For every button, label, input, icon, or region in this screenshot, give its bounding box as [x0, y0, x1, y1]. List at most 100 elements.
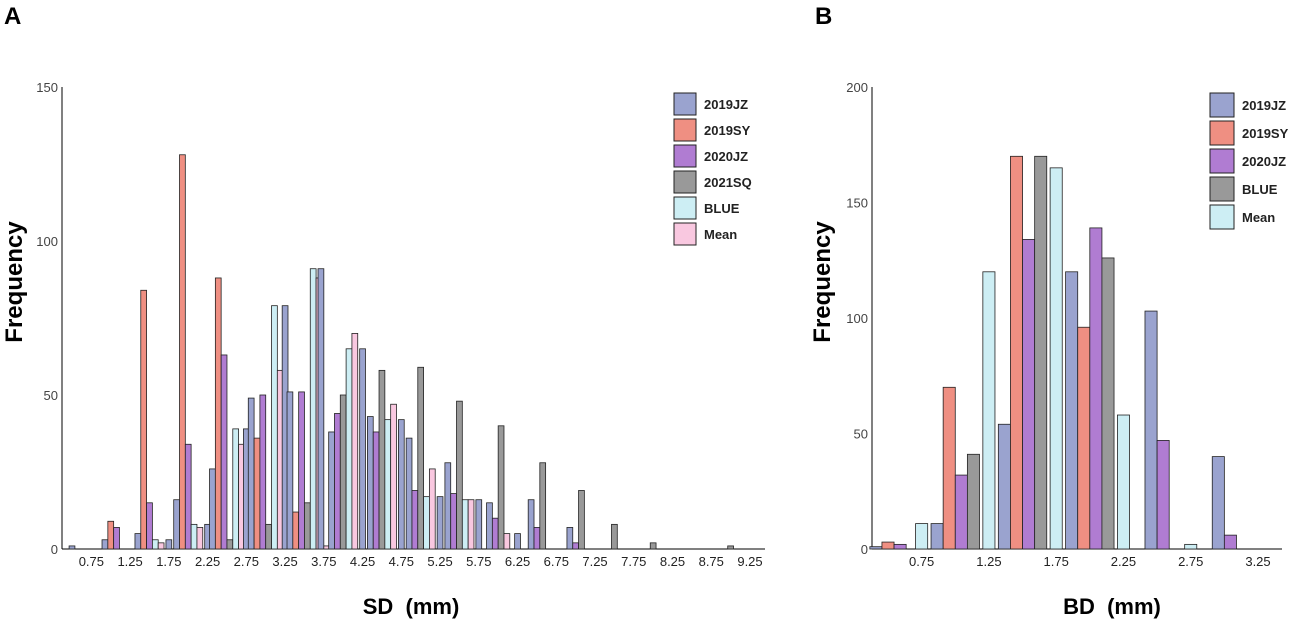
panel-a-y-axis-title: Frequency	[1, 221, 28, 343]
panel-a-bar-2021sq	[649, 542, 657, 550]
panel-b-bar-mean	[1117, 414, 1130, 550]
panel-a-bar-2021sq	[304, 502, 311, 550]
panel-a-bar-2019jz	[68, 545, 76, 550]
panel-a-bar-2019sy	[179, 154, 186, 550]
panel-a-bar-2019jz	[405, 437, 413, 550]
panel-a: A Frequency SD (mm) 0 50 100 150 0.75 1.25 1.…	[1, 3, 765, 619]
panel-a-bar-2019jz	[475, 499, 483, 550]
panel-a-x-tick-label: 6.75	[544, 554, 569, 569]
panel-b-bar-2019jz	[1144, 310, 1158, 550]
panel-b-bar-2019jz	[997, 423, 1011, 550]
panel-a-bar-2020jz	[334, 413, 341, 550]
panel-a-bar-2021sq	[727, 545, 734, 550]
panel-a-bar-2020jz	[491, 517, 499, 550]
panel-a-x-tick-label: 5.25	[427, 554, 452, 569]
panel-a-bar-2021sq	[611, 523, 618, 550]
panel-b-x-tick-label: 1.25	[976, 554, 1001, 569]
panel-b-legend-swatch	[1209, 176, 1235, 202]
panel-a-legend-label: BLUE	[704, 201, 740, 216]
panel-b-legend: 2019JZ 2019SY 2020JZ BLUE Mean	[1209, 92, 1289, 230]
panel-b: B Frequency BD (mm) 0 50 100 150 200 0.75 1.2…	[809, 3, 1289, 619]
panel-a-legend-swatch	[673, 118, 697, 142]
panel-b-bar-mean	[982, 271, 996, 550]
panel-a-x-tick-label: 3.25	[272, 554, 297, 569]
panel-b-bar-2019jz	[1065, 271, 1079, 550]
panel-b-bar-2019jz	[1211, 456, 1225, 550]
panel-a-bar-2019jz	[173, 499, 180, 550]
panel-a-bar-blue	[190, 523, 198, 550]
panel-b-label: B	[815, 3, 832, 30]
panel-a-x-tick-label: 6.25	[505, 554, 530, 569]
panel-a-x-tick-label: 1.25	[117, 554, 142, 569]
panel-a-x-tick-label: 2.25	[195, 554, 220, 569]
panel-a-bar-2020jz	[450, 493, 457, 550]
panel-a-bar-2019jz	[566, 527, 574, 550]
panel-a-legend-swatch	[673, 170, 697, 194]
panel-b-bar-2020jz	[893, 543, 907, 550]
panel-b-bar-2019jz	[869, 546, 883, 550]
panel-a-bar-2020jz	[184, 443, 192, 550]
panel-b-x-tick-label: 2.25	[1111, 554, 1136, 569]
panel-a-bar-2021sq	[539, 462, 547, 550]
panel-b-legend-label: Mean	[1242, 210, 1275, 225]
panel-a-bar-2021sq	[226, 539, 234, 550]
panel-a-legend-swatch	[673, 222, 697, 246]
panel-b-y-tick-label: 200	[846, 80, 868, 95]
panel-a-legend-label: 2021SQ	[704, 175, 752, 190]
panel-a-legend-label: 2019JZ	[704, 97, 748, 112]
panel-b-bar-2019jz	[930, 523, 944, 550]
panel-a-bar-2019jz	[444, 462, 452, 550]
panel-a-bar-2019sy	[140, 289, 147, 550]
panel-a-bar-2020jz	[298, 391, 305, 550]
panel-b-y-tick-label: 150	[846, 196, 868, 211]
panel-b-legend-label: 2019SY	[1242, 126, 1289, 141]
panel-a-bar-2019jz	[486, 502, 493, 550]
panel-b-x-tick-label: 0.75	[909, 554, 934, 569]
panel-a-bar-2021sq	[497, 425, 505, 550]
panel-a-bar-2020jz	[259, 394, 267, 550]
panel-a-bar-2020jz	[411, 490, 419, 550]
panel-b-bar-2020jz	[1089, 227, 1103, 550]
panel-a-bar-2021sq	[339, 394, 347, 550]
panel-a-x-tick-label: 4.25	[350, 554, 375, 569]
panel-a-bar-2019jz	[286, 391, 294, 550]
panel-b-bar-blue	[966, 453, 980, 550]
panel-a-legend-label: 2019SY	[704, 123, 751, 138]
panel-b-bar-2019sy	[1010, 155, 1023, 550]
panel-b-bar-2019sy	[881, 541, 895, 550]
panel-a-bar-2020jz	[533, 527, 541, 550]
panel-a-y-tick-label: 0	[51, 542, 58, 557]
panel-b-bar-2020jz	[1223, 534, 1237, 550]
panel-a-legend-swatch	[673, 92, 697, 116]
panel-a-bar-mean	[428, 468, 436, 550]
panel-b-y-tick-label: 0	[861, 542, 868, 557]
panel-a-bar-2019jz	[101, 539, 109, 550]
panel-b-y-tick-label: 100	[846, 311, 868, 326]
panel-b-bar-2020jz	[954, 474, 968, 550]
panel-a-bar-mean	[351, 332, 359, 550]
panel-b-bar-2020jz	[1022, 239, 1036, 550]
panel-b-x-tick-label: 2.75	[1178, 554, 1203, 569]
panel-b-y-tick-label: 50	[854, 427, 868, 442]
panel-a-bar-mean	[467, 499, 475, 550]
panel-a-x-tick-label: 4.75	[389, 554, 414, 569]
panel-b-bar-mean	[915, 523, 929, 550]
panel-b-y-axis-title: Frequency	[809, 221, 836, 343]
panel-b-x-axis-title: BD (mm)	[1063, 594, 1161, 619]
panel-a-bar-2019jz	[527, 499, 535, 550]
panel-b-bar-blue	[1101, 257, 1115, 550]
panel-a-bar-mean	[196, 527, 204, 550]
panel-a-bar-2020jz	[220, 354, 228, 550]
panel-a-legend-swatch	[673, 196, 697, 220]
panel-b-legend-label: 2019JZ	[1242, 98, 1286, 113]
panel-b-legend-swatch	[1209, 204, 1235, 230]
panel-a-bar-blue	[309, 268, 317, 550]
panel-b-bar-2019sy	[1077, 326, 1091, 550]
panel-a-x-axis-title: SD (mm)	[363, 594, 460, 619]
panel-a-x-tick-label: 0.75	[79, 554, 104, 569]
panel-a-bar-2019sy	[292, 511, 300, 550]
panel-a-bar-blue	[271, 305, 278, 550]
panel-a-bar-2019jz	[514, 533, 521, 550]
panel-a-bar-2019jz	[367, 416, 374, 550]
